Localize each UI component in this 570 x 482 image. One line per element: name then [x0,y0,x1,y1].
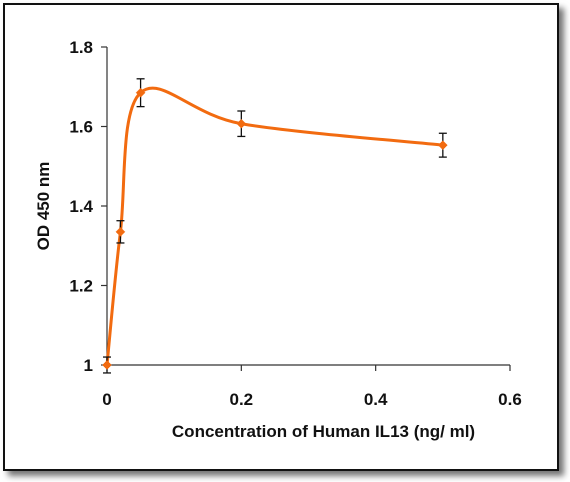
data-point [115,226,126,237]
data-point [236,118,247,129]
y-tick-label: 1.6 [69,118,93,137]
y-tick-label: 1 [84,356,93,375]
x-tick-label: 0.6 [498,390,522,409]
x-tick-label: 0.2 [230,390,254,409]
y-tick-label: 1.4 [69,197,93,216]
axes [106,47,510,366]
y-tick-label: 1.2 [69,277,93,296]
line-chart: 1 1.2 1.4 1.6 1.8 0 0.2 0.4 0.6 Concentration of… [34,38,522,441]
data-point [102,360,112,370]
ticks: 1 1.2 1.4 1.6 1.8 0 0.2 0.4 0.6 [69,38,521,409]
data-point [135,87,146,98]
x-axis-title: Concentration of Human IL13 (ng/ ml) [172,422,475,441]
chart-frame: 1 1.2 1.4 1.6 1.8 0 0.2 0.4 0.6 Concentration of… [3,3,559,471]
series [102,78,448,374]
data-point [437,140,448,151]
x-tick-label: 0 [102,390,111,409]
y-tick-label: 1.8 [69,38,93,57]
series-line [105,86,443,366]
x-tick-label: 0.4 [364,390,388,409]
y-axis-title: OD 450 nm [34,162,53,251]
